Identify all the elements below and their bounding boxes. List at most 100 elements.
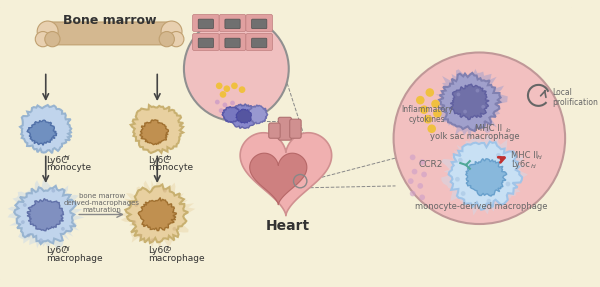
FancyBboxPatch shape xyxy=(269,123,280,138)
Circle shape xyxy=(134,203,138,207)
Circle shape xyxy=(169,32,184,47)
Polygon shape xyxy=(247,105,268,124)
Circle shape xyxy=(35,32,50,47)
Circle shape xyxy=(421,172,427,177)
Polygon shape xyxy=(250,153,307,205)
Polygon shape xyxy=(441,135,528,216)
Polygon shape xyxy=(119,178,196,251)
Circle shape xyxy=(215,100,220,104)
Circle shape xyxy=(159,32,175,47)
FancyBboxPatch shape xyxy=(193,14,219,32)
FancyBboxPatch shape xyxy=(219,14,246,32)
FancyBboxPatch shape xyxy=(0,6,573,281)
Text: lo: lo xyxy=(166,246,172,252)
Polygon shape xyxy=(466,159,507,196)
Text: Ly6C: Ly6C xyxy=(46,246,67,255)
Circle shape xyxy=(231,82,238,89)
FancyBboxPatch shape xyxy=(246,14,272,32)
Circle shape xyxy=(163,189,167,193)
Text: Bone marrow: Bone marrow xyxy=(63,13,157,27)
Text: lo: lo xyxy=(166,155,172,161)
Text: Local
prolification: Local prolification xyxy=(552,88,598,107)
Circle shape xyxy=(220,91,226,98)
Circle shape xyxy=(151,238,154,242)
Circle shape xyxy=(234,109,239,114)
Circle shape xyxy=(455,177,460,182)
Text: Ly6C: Ly6C xyxy=(148,156,169,165)
Text: Ly6c: Ly6c xyxy=(511,160,530,169)
Text: monocyte-derived macrophage: monocyte-derived macrophage xyxy=(415,202,548,211)
Circle shape xyxy=(425,88,434,97)
Polygon shape xyxy=(240,133,332,216)
Circle shape xyxy=(427,125,436,133)
Polygon shape xyxy=(27,120,57,145)
Polygon shape xyxy=(439,73,500,131)
Text: hi: hi xyxy=(64,246,70,252)
Circle shape xyxy=(26,234,31,237)
FancyBboxPatch shape xyxy=(251,38,267,48)
Polygon shape xyxy=(140,120,169,145)
Circle shape xyxy=(394,53,565,224)
Circle shape xyxy=(52,189,55,193)
Circle shape xyxy=(23,203,26,207)
Circle shape xyxy=(506,182,511,186)
Text: Ly6C: Ly6C xyxy=(46,156,67,165)
Text: macrophage: macrophage xyxy=(46,254,103,263)
Polygon shape xyxy=(222,106,241,123)
Circle shape xyxy=(431,100,440,108)
Text: Inflammatory
cytokines: Inflammatory cytokines xyxy=(401,105,453,124)
Circle shape xyxy=(238,104,242,108)
Circle shape xyxy=(461,191,466,196)
Circle shape xyxy=(419,195,425,200)
Polygon shape xyxy=(138,198,176,230)
Circle shape xyxy=(216,82,223,89)
Circle shape xyxy=(61,227,65,231)
Text: monocyte: monocyte xyxy=(46,163,91,172)
FancyBboxPatch shape xyxy=(225,19,240,29)
FancyBboxPatch shape xyxy=(198,38,214,48)
Polygon shape xyxy=(20,105,71,153)
FancyBboxPatch shape xyxy=(278,117,292,140)
Circle shape xyxy=(481,105,485,109)
Circle shape xyxy=(138,234,142,237)
Circle shape xyxy=(410,154,416,160)
Circle shape xyxy=(239,86,245,93)
Text: hi: hi xyxy=(64,155,70,161)
Circle shape xyxy=(37,21,58,42)
Circle shape xyxy=(420,105,428,114)
Circle shape xyxy=(230,101,235,105)
Polygon shape xyxy=(451,84,489,119)
Circle shape xyxy=(463,110,467,113)
Polygon shape xyxy=(8,180,85,250)
Circle shape xyxy=(172,227,176,231)
Circle shape xyxy=(458,158,463,162)
Text: hi: hi xyxy=(531,164,536,169)
Text: monocyte: monocyte xyxy=(148,163,193,172)
Text: MHC II: MHC II xyxy=(475,124,502,133)
Circle shape xyxy=(433,109,442,118)
Circle shape xyxy=(419,159,425,165)
Text: macrophage: macrophage xyxy=(148,254,205,263)
FancyBboxPatch shape xyxy=(219,33,246,51)
Circle shape xyxy=(161,21,182,42)
Circle shape xyxy=(223,102,227,107)
Circle shape xyxy=(476,89,479,92)
Circle shape xyxy=(424,115,432,123)
FancyBboxPatch shape xyxy=(225,38,240,48)
Text: Heart: Heart xyxy=(266,219,310,233)
Polygon shape xyxy=(27,199,64,231)
Circle shape xyxy=(457,92,460,96)
FancyBboxPatch shape xyxy=(198,19,214,29)
Polygon shape xyxy=(14,186,76,244)
Polygon shape xyxy=(125,185,188,243)
Circle shape xyxy=(418,183,423,189)
Text: Ly6C: Ly6C xyxy=(148,246,169,255)
Text: hi: hi xyxy=(536,155,542,160)
Circle shape xyxy=(408,178,413,184)
Circle shape xyxy=(223,85,230,92)
Circle shape xyxy=(226,106,231,111)
Circle shape xyxy=(219,108,223,113)
Text: bone marrow
derived-macrophages
maturation: bone marrow derived-macrophages maturati… xyxy=(64,193,140,213)
FancyBboxPatch shape xyxy=(251,19,267,29)
Polygon shape xyxy=(436,69,508,139)
